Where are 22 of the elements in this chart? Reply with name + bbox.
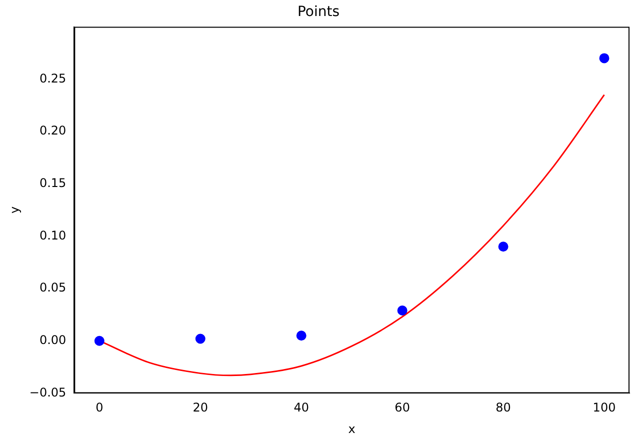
x-tick-label: 80 — [496, 400, 511, 415]
point — [599, 53, 610, 64]
x-tick-label: 40 — [294, 400, 309, 415]
y-tick-label: 0.15 — [39, 176, 66, 190]
y-tick-label: 0.05 — [39, 280, 66, 295]
y-tick-label: 0.20 — [39, 124, 66, 138]
chart-title: Points — [297, 4, 340, 20]
x-tick-label: 0 — [96, 400, 104, 415]
y-tick-label: −0.05 — [29, 385, 66, 400]
x-axis-title: x — [348, 422, 356, 436]
point — [296, 330, 306, 341]
y-tick-label: 0.10 — [39, 228, 66, 242]
x-tick-label: 60 — [394, 400, 410, 415]
y-tick-label: 0.00 — [39, 332, 66, 347]
y-axis-title: y — [7, 206, 22, 214]
x-tick-label: 100 — [592, 400, 616, 415]
point — [94, 336, 104, 346]
point — [397, 306, 408, 316]
y-tick-label: 0.25 — [39, 71, 66, 86]
point — [195, 334, 206, 344]
point — [498, 242, 508, 252]
x-tick-label: 20 — [192, 400, 208, 415]
